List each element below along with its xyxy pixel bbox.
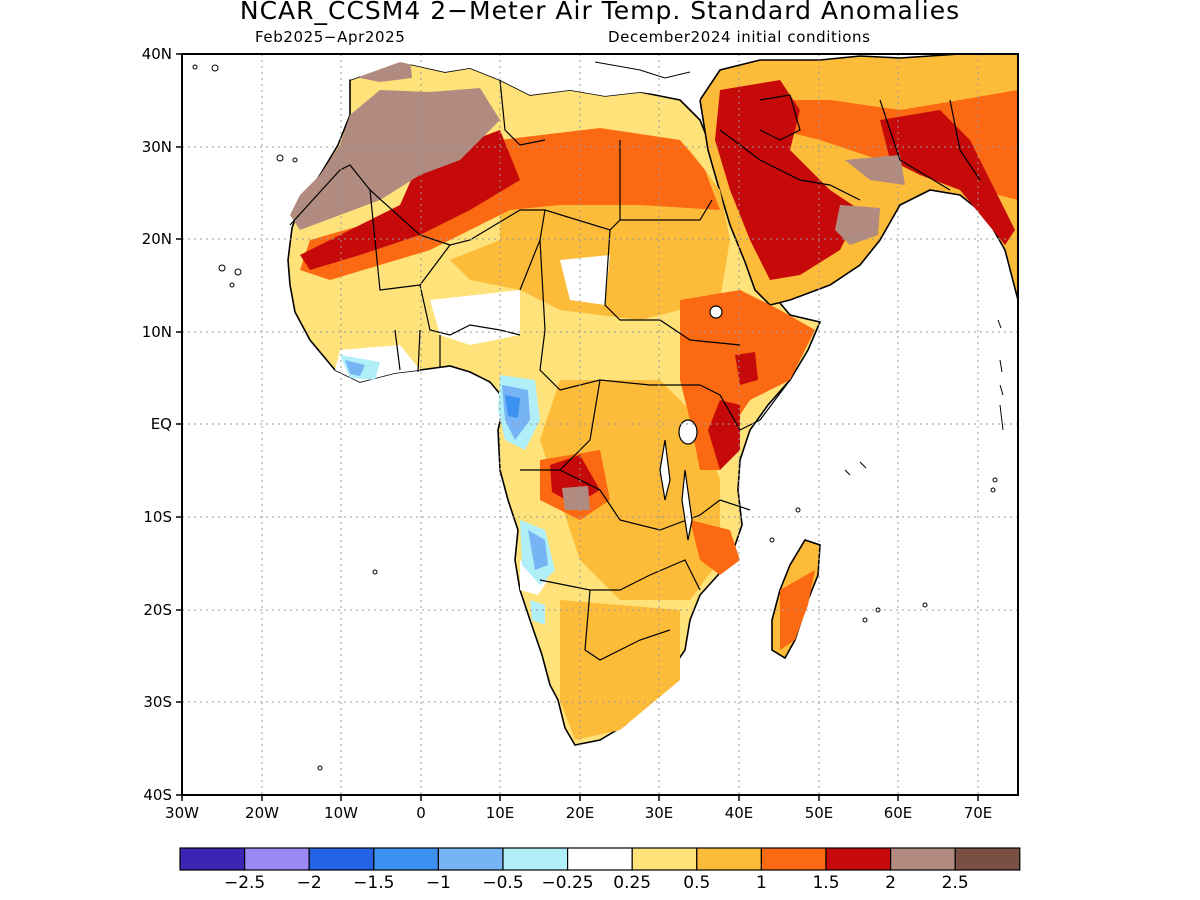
lat-label-30n: 30N xyxy=(142,138,172,156)
near-normal-regions xyxy=(335,55,700,595)
lat-label-40s: 40S xyxy=(143,786,172,804)
lon-label-60e: 60E xyxy=(884,804,913,822)
colorbar-label-5: −0.25 xyxy=(542,873,594,893)
lat-label-20n: 20N xyxy=(142,230,172,248)
lat-label-10s: 10S xyxy=(143,508,172,526)
axis-ticks xyxy=(176,53,979,801)
forecast-period: Feb2025−Apr2025 xyxy=(255,28,406,46)
lon-label-30w: 30W xyxy=(165,804,199,822)
lon-label-30e: 30E xyxy=(645,804,674,822)
negative-anomaly-regions xyxy=(340,355,555,625)
colorbar-swatch-7 xyxy=(631,847,698,871)
lat-labels: 40N 30N 20N 10N EQ 10S 20S 30S 40S xyxy=(142,45,172,804)
map-title: NCAR_CCSM4 2−Meter Air Temp. Standard An… xyxy=(239,0,961,25)
colorbar-swatch-3 xyxy=(373,847,439,871)
colorbar-label-9: 1.5 xyxy=(812,873,839,893)
colorbar: −2.5 −2 −1.5 −1 −0.5 −0.25 0.25 0.5 1 1.5 2 2.5 xyxy=(179,847,1021,893)
lon-label-10e: 10E xyxy=(486,804,515,822)
country-borders xyxy=(289,79,981,661)
colorbar-swatch-0 xyxy=(179,847,246,871)
lon-label-50e: 50E xyxy=(805,804,834,822)
colorbar-swatch-10 xyxy=(825,847,892,871)
lon-label-20w: 20W xyxy=(245,804,279,822)
colorbar-swatch-4 xyxy=(437,847,504,871)
colorbar-label-7: 0.5 xyxy=(683,873,710,893)
colorbar-swatch-8 xyxy=(696,847,762,871)
colorbar-swatch-9 xyxy=(760,847,827,871)
colorbar-swatch-12 xyxy=(954,847,1021,871)
lat-label-20s: 20S xyxy=(143,601,172,619)
colorbar-label-4: −0.5 xyxy=(482,873,523,893)
initial-conditions: December2024 initial conditions xyxy=(608,28,871,46)
lon-labels: 30W 20W 10W 0 10E 20E 30E 40E 50E 60E 70… xyxy=(165,804,992,822)
colorbar-swatch-2 xyxy=(308,847,375,871)
colorbar-swatch-11 xyxy=(889,847,956,871)
lon-label-20e: 20E xyxy=(566,804,595,822)
lat-label-30s: 30S xyxy=(143,693,172,711)
colorbar-label-3: −1 xyxy=(426,873,451,893)
colorbar-label-2: −1.5 xyxy=(353,873,394,893)
lat-label-10n: 10N xyxy=(142,323,172,341)
colorbar-swatch-6 xyxy=(566,847,633,871)
colorbar-label-0: −2.5 xyxy=(224,873,265,893)
lon-label-40e: 40E xyxy=(725,804,754,822)
colorbar-label-8: 1 xyxy=(756,873,767,893)
lon-label-70e: 70E xyxy=(964,804,993,822)
colorbar-label-1: −2 xyxy=(297,873,322,893)
colorbar-swatch-5 xyxy=(502,847,569,871)
grid-lines xyxy=(182,54,1018,795)
colorbar-swatch-1 xyxy=(244,847,310,871)
lat-label-40n: 40N xyxy=(142,45,172,63)
colorbar-label-6: 0.25 xyxy=(613,873,651,893)
lat-label-eq: EQ xyxy=(151,415,172,433)
lon-label-10w: 10W xyxy=(324,804,358,822)
islands xyxy=(192,61,1004,771)
anomaly-band-2-to-2.5 xyxy=(300,80,1015,505)
colorbar-label-11: 2.5 xyxy=(942,873,969,893)
colorbar-label-10: 2 xyxy=(885,873,896,893)
lon-label-0: 0 xyxy=(416,804,426,822)
great-lakes xyxy=(659,305,723,541)
